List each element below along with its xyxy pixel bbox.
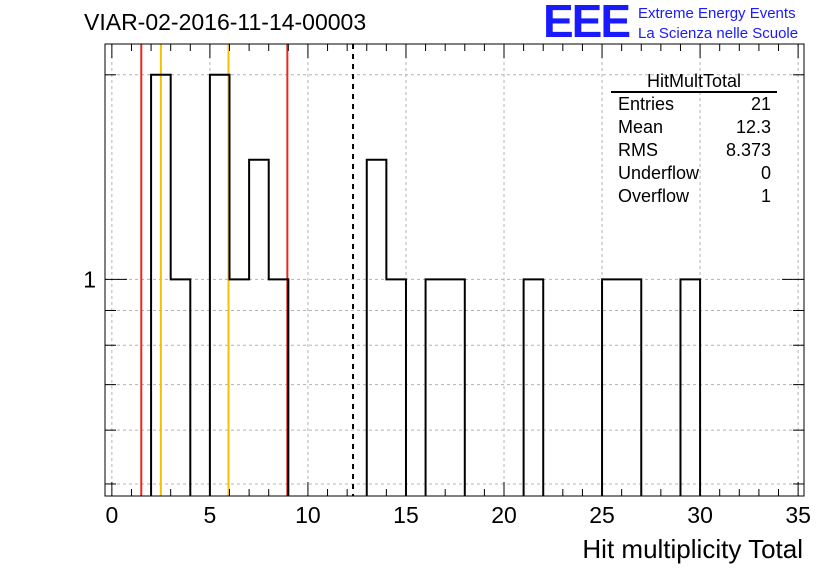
histogram-bars <box>150 73 702 496</box>
stats-row-overflow: Overflow 1 <box>611 185 777 208</box>
logo-mark: EEE <box>543 0 631 47</box>
x-axis-label: Hit multiplicity Total <box>582 534 803 564</box>
stats-row-mean: Mean 12.3 <box>611 116 777 139</box>
stats-box: HitMultTotal Entries 21 Mean 12.3 RMS 8.… <box>611 71 777 208</box>
x-tick-label: 15 <box>393 502 419 528</box>
y-tick-label: 1 <box>83 266 96 292</box>
stats-row-underflow: Underflow 0 <box>611 162 777 185</box>
stats-value: 1 <box>760 186 771 206</box>
histogram-outline <box>150 73 702 496</box>
stats-row-rms: RMS 8.373 <box>611 139 777 162</box>
stats-title: HitMultTotal <box>611 71 777 93</box>
marker-lines <box>140 44 355 496</box>
stats-value: 0 <box>760 163 771 183</box>
stats-value: 21 <box>750 94 771 114</box>
x-tick-label: 35 <box>785 502 811 528</box>
logo-line-2: La Scienza nelle Scuole <box>638 25 799 42</box>
stats-row-entries: Entries 21 <box>611 93 777 116</box>
logo-line-1: Extreme Energy Events <box>638 5 796 22</box>
stats-label: RMS <box>618 140 658 160</box>
x-tick-label: 5 <box>204 502 217 528</box>
stats-label: Mean <box>618 117 664 137</box>
x-tick-label: 0 <box>105 502 118 528</box>
stats-value: 8.373 <box>725 140 771 160</box>
plot-frame <box>104 43 805 497</box>
chart-title: VIAR-02-2016-11-14-00003 <box>84 9 367 35</box>
stats-label: Overflow <box>618 186 690 206</box>
tick-labels: 0 5 10 15 20 25 30 35 1 <box>83 266 811 528</box>
x-tick-label: 25 <box>589 502 615 528</box>
x-tick-label: 30 <box>687 502 713 528</box>
logo-text: Extreme Energy Events La Scienza nelle S… <box>638 4 798 44</box>
x-tick-label: 20 <box>491 502 517 528</box>
axis-ticks <box>105 44 804 496</box>
stats-label: Entries <box>618 94 675 114</box>
stats-label: Underflow <box>618 163 700 183</box>
stats-value: 12.3 <box>735 117 771 137</box>
x-tick-label: 10 <box>295 502 321 528</box>
